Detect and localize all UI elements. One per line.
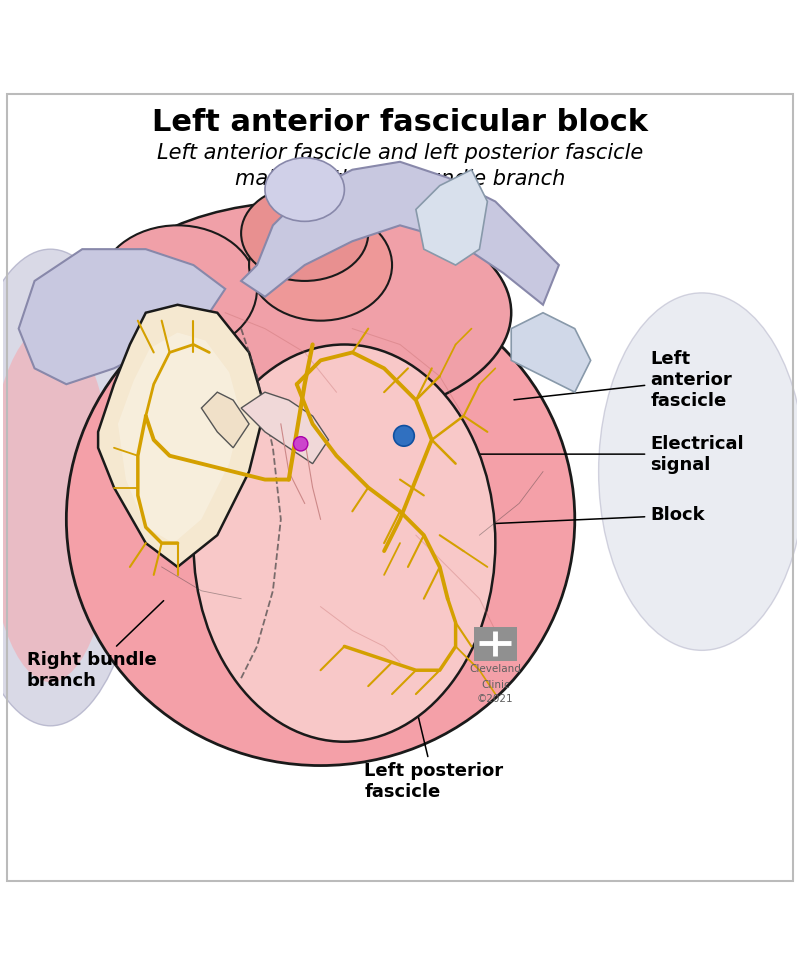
Ellipse shape: [0, 250, 146, 725]
Text: ©2021: ©2021: [477, 694, 514, 704]
Ellipse shape: [98, 202, 511, 424]
Ellipse shape: [598, 292, 800, 650]
Polygon shape: [511, 313, 590, 392]
Ellipse shape: [66, 273, 574, 765]
Polygon shape: [202, 392, 249, 448]
Polygon shape: [241, 162, 559, 305]
FancyBboxPatch shape: [474, 627, 517, 661]
Text: Clinic: Clinic: [481, 680, 510, 689]
Ellipse shape: [249, 210, 392, 321]
Ellipse shape: [241, 185, 368, 281]
Text: Left anterior fascicle and left posterior fascicle
make up the left bundle branc: Left anterior fascicle and left posterio…: [157, 142, 643, 189]
Ellipse shape: [265, 158, 344, 221]
Polygon shape: [416, 170, 487, 265]
Polygon shape: [241, 392, 329, 464]
Ellipse shape: [0, 325, 114, 682]
Text: Left posterior
fascicle: Left posterior fascicle: [364, 693, 503, 800]
Text: Electrical
signal: Electrical signal: [434, 435, 744, 474]
Ellipse shape: [194, 344, 495, 742]
Polygon shape: [118, 332, 241, 543]
Ellipse shape: [98, 225, 257, 352]
Text: Right bundle
branch: Right bundle branch: [26, 601, 164, 689]
Text: Left
anterior
fascicle: Left anterior fascicle: [514, 350, 732, 410]
Text: Block: Block: [414, 506, 705, 527]
Polygon shape: [18, 250, 226, 384]
Text: Left anterior fascicular block: Left anterior fascicular block: [152, 108, 648, 136]
Text: Cleveland: Cleveland: [470, 664, 522, 674]
Circle shape: [394, 425, 414, 447]
Circle shape: [294, 437, 308, 451]
Polygon shape: [98, 305, 265, 566]
